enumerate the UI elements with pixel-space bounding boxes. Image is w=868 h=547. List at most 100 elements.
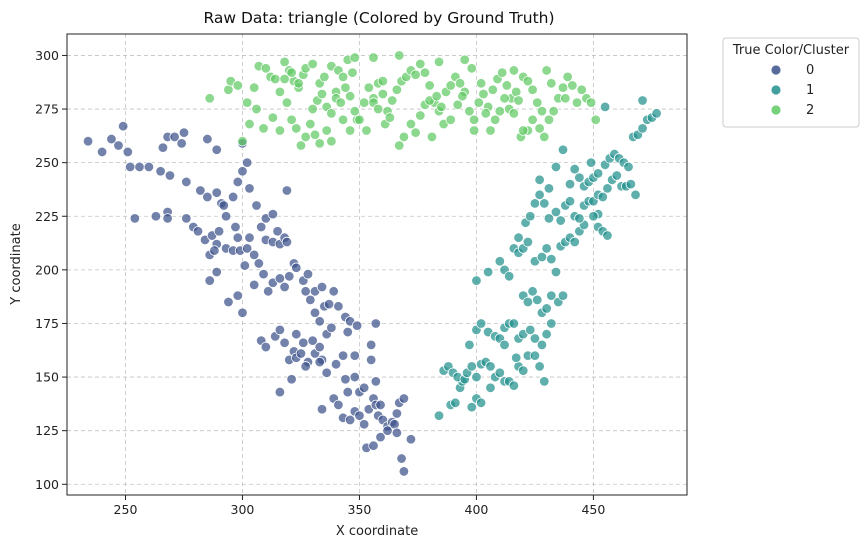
data-point-cluster-0 xyxy=(370,376,382,387)
data-point-cluster-1 xyxy=(574,213,585,224)
data-point-cluster-0 xyxy=(321,367,332,378)
data-point-cluster-0 xyxy=(157,142,169,153)
data-point-cluster-1 xyxy=(599,101,611,113)
data-point-cluster-0 xyxy=(232,176,243,188)
data-point-cluster-0 xyxy=(237,307,248,318)
data-point-cluster-0 xyxy=(211,266,222,278)
data-point-cluster-0 xyxy=(230,221,241,233)
data-point-cluster-1 xyxy=(602,230,613,241)
data-point-cluster-0 xyxy=(291,328,302,340)
data-point-cluster-2 xyxy=(546,78,557,89)
data-point-cluster-1 xyxy=(466,401,477,413)
data-point-cluster-2 xyxy=(305,118,316,130)
legend-label-cluster-2: 2 xyxy=(806,103,814,118)
data-point-cluster-2 xyxy=(494,105,506,117)
data-point-cluster-1 xyxy=(569,236,580,248)
data-point-cluster-2 xyxy=(363,82,375,93)
data-point-cluster-0 xyxy=(314,356,325,368)
y-tick-label: 300 xyxy=(35,48,59,63)
data-point-cluster-2 xyxy=(291,123,302,134)
data-point-cluster-0 xyxy=(307,335,318,346)
data-point-cluster-0 xyxy=(232,232,243,243)
data-point-cluster-0 xyxy=(349,350,360,361)
data-point-cluster-1 xyxy=(532,294,543,306)
data-point-cluster-2 xyxy=(307,103,318,115)
data-point-cluster-0 xyxy=(255,221,267,233)
data-point-cluster-2 xyxy=(286,67,297,78)
data-point-cluster-2 xyxy=(377,88,389,100)
data-point-cluster-0 xyxy=(213,226,225,237)
data-point-cluster-0 xyxy=(354,410,365,421)
data-point-cluster-2 xyxy=(576,84,587,95)
data-point-cluster-2 xyxy=(543,114,555,125)
data-point-cluster-2 xyxy=(410,127,421,138)
data-point-cluster-0 xyxy=(150,211,162,222)
data-point-cluster-0 xyxy=(202,191,213,203)
data-point-cluster-1 xyxy=(482,266,494,278)
data-point-cluster-1 xyxy=(433,410,445,421)
y-tick-label: 150 xyxy=(35,370,59,385)
data-point-cluster-2 xyxy=(527,114,538,125)
data-point-cluster-1 xyxy=(637,95,648,106)
x-tick-label: 250 xyxy=(114,502,138,517)
data-point-cluster-2 xyxy=(204,93,215,104)
data-point-cluster-1 xyxy=(625,178,637,190)
data-point-cluster-2 xyxy=(585,97,597,108)
data-point-cluster-1 xyxy=(503,271,515,282)
data-point-cluster-2 xyxy=(335,97,346,108)
data-point-cluster-0 xyxy=(113,140,124,151)
data-point-cluster-0 xyxy=(281,236,293,248)
data-point-cluster-0 xyxy=(178,127,190,138)
data-point-cluster-0 xyxy=(398,466,410,477)
data-point-cluster-2 xyxy=(508,65,520,76)
data-point-cluster-1 xyxy=(541,243,552,254)
y-tick-label: 275 xyxy=(35,102,59,117)
data-point-cluster-2 xyxy=(368,52,379,63)
data-point-cluster-1 xyxy=(525,324,536,336)
data-point-cluster-1 xyxy=(569,163,580,175)
x-tick-label: 400 xyxy=(465,502,489,517)
data-point-cluster-0 xyxy=(309,307,321,318)
data-point-cluster-0 xyxy=(248,249,260,261)
data-point-cluster-1 xyxy=(471,371,482,383)
data-point-cluster-0 xyxy=(220,211,232,222)
data-point-cluster-2 xyxy=(337,71,349,83)
data-point-cluster-2 xyxy=(391,84,403,95)
legend-marker-cluster-0 xyxy=(770,64,782,76)
data-point-cluster-1 xyxy=(546,290,557,301)
data-point-cluster-1 xyxy=(602,183,613,194)
data-point-cluster-2 xyxy=(562,71,573,83)
data-point-cluster-2 xyxy=(309,129,321,140)
data-point-cluster-2 xyxy=(433,56,445,68)
data-point-cluster-0 xyxy=(263,286,274,297)
y-tick-label: 175 xyxy=(35,316,59,331)
data-point-cluster-2 xyxy=(387,95,398,106)
data-point-cluster-1 xyxy=(555,215,566,226)
data-point-cluster-2 xyxy=(499,93,510,104)
y-tick-label: 250 xyxy=(35,155,59,170)
data-point-cluster-2 xyxy=(293,78,304,89)
data-point-cluster-0 xyxy=(328,286,339,297)
data-point-cluster-1 xyxy=(541,303,552,314)
legend-label-cluster-1: 1 xyxy=(806,83,814,98)
data-point-cluster-0 xyxy=(227,191,239,203)
data-point-cluster-2 xyxy=(286,114,297,125)
data-point-cluster-1 xyxy=(536,339,548,351)
data-point-cluster-2 xyxy=(419,67,431,78)
data-point-cluster-0 xyxy=(330,359,342,370)
data-point-cluster-2 xyxy=(501,80,513,91)
data-point-cluster-2 xyxy=(457,90,468,102)
data-point-cluster-2 xyxy=(270,73,281,85)
data-point-cluster-2 xyxy=(536,105,548,117)
data-point-cluster-0 xyxy=(117,120,129,132)
data-point-cluster-1 xyxy=(450,397,461,409)
data-point-cluster-0 xyxy=(211,187,222,198)
data-point-cluster-0 xyxy=(391,408,403,419)
data-point-cluster-0 xyxy=(314,341,325,353)
data-point-cluster-2 xyxy=(349,52,360,63)
data-point-cluster-0 xyxy=(267,208,279,220)
data-point-cluster-2 xyxy=(260,63,272,74)
legend: True Color/Cluster 0 1 2 xyxy=(722,37,860,128)
data-point-cluster-1 xyxy=(485,382,496,393)
data-point-cluster-2 xyxy=(475,78,487,89)
